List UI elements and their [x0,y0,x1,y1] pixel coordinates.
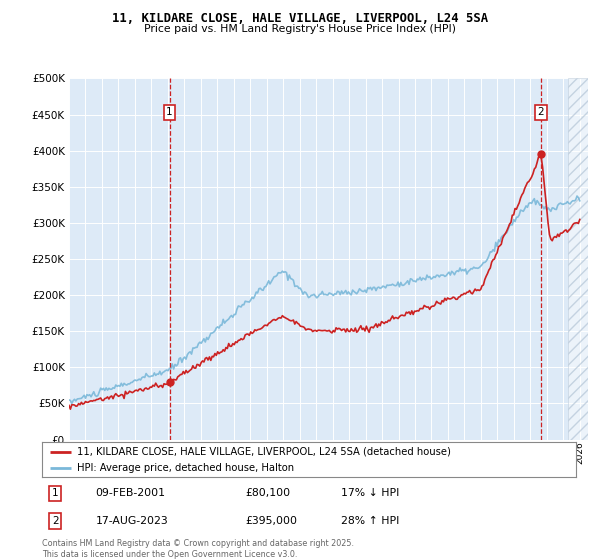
Text: 11, KILDARE CLOSE, HALE VILLAGE, LIVERPOOL, L24 5SA (detached house): 11, KILDARE CLOSE, HALE VILLAGE, LIVERPO… [77,447,451,457]
Text: Price paid vs. HM Land Registry's House Price Index (HPI): Price paid vs. HM Land Registry's House … [144,24,456,34]
Text: 1: 1 [52,488,59,498]
Text: 11, KILDARE CLOSE, HALE VILLAGE, LIVERPOOL, L24 5SA: 11, KILDARE CLOSE, HALE VILLAGE, LIVERPO… [112,12,488,25]
Bar [568,78,588,440]
Text: 09-FEB-2001: 09-FEB-2001 [95,488,166,498]
Text: Contains HM Land Registry data © Crown copyright and database right 2025.
This d: Contains HM Land Registry data © Crown c… [42,539,354,559]
Text: 28% ↑ HPI: 28% ↑ HPI [341,516,400,526]
Text: HPI: Average price, detached house, Halton: HPI: Average price, detached house, Halt… [77,464,294,473]
Bar [568,78,588,440]
Text: 17-AUG-2023: 17-AUG-2023 [95,516,168,526]
Text: 2: 2 [52,516,59,526]
Text: 1: 1 [166,108,173,118]
Text: 2: 2 [538,108,544,118]
Text: £80,100: £80,100 [245,488,290,498]
Text: 17% ↓ HPI: 17% ↓ HPI [341,488,400,498]
Text: £395,000: £395,000 [245,516,297,526]
